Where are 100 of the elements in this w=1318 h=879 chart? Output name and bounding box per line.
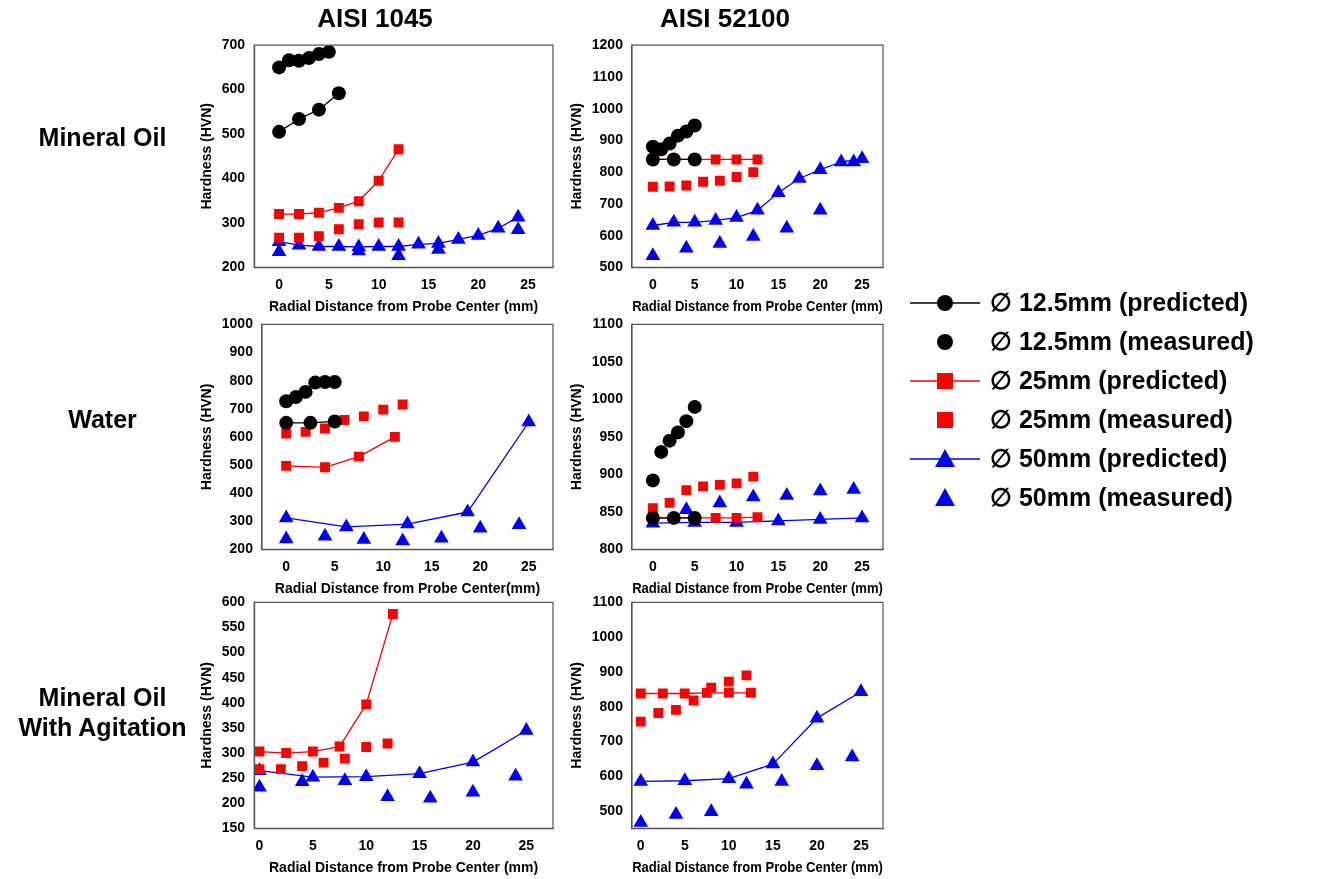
point [645,473,660,488]
point [833,153,849,167]
point [356,531,372,544]
point [671,704,681,715]
x-tick-label: 10 [728,275,745,292]
y-tick-label: 400 [229,484,254,501]
point [721,770,737,783]
point [677,772,693,786]
point [678,501,694,514]
x-tick-label: 15 [770,275,787,292]
point [812,201,828,215]
y-tick-label: 700 [599,194,624,211]
point [274,209,285,220]
point [645,247,661,260]
point [687,399,702,414]
x-tick-label: 20 [472,557,489,574]
point [678,239,694,253]
y-tick-label: 300 [221,213,246,230]
y-tick-label: 700 [221,36,246,53]
y-tick-label: 500 [221,124,246,141]
point [653,708,664,718]
point [389,431,400,442]
legend-label: ∅ 25mm (measured) [990,405,1233,434]
point [635,716,646,727]
x-tick-label: 0 [648,557,657,574]
point [510,208,526,222]
point [812,510,828,524]
point [645,217,661,230]
point [633,813,649,827]
point [774,772,790,786]
point [281,460,292,471]
point [331,238,347,251]
x-axis-title: Radial Distance from Probe Center (mm) [268,298,539,315]
y-tick-label: 900 [599,662,624,679]
x-tick-label: 20 [812,275,829,292]
point [779,219,795,233]
y-axis-title: Hardness (HVN) [568,103,585,210]
legend-label: ∅ 25mm (predicted) [990,366,1228,395]
point [291,111,306,126]
y-tick-label: 350 [221,718,246,735]
y-tick-label: 200 [229,540,254,557]
y-axis-title: Hardness (HVN) [198,103,215,210]
x-tick-label: 0 [636,836,645,853]
point [698,481,709,492]
point [687,213,703,227]
x-tick-label: 10 [721,836,737,853]
point [752,512,763,523]
point [393,144,404,155]
point [714,175,725,186]
point [664,181,675,192]
point [393,217,404,228]
point [710,154,721,165]
y-tick-label: 1000 [591,99,624,116]
point [294,209,304,220]
x-tick-label: 20 [809,836,825,853]
legend-label: ∅ 50mm (predicted) [990,444,1228,473]
x-tick-label: 25 [854,557,871,574]
point [745,228,761,241]
x-tick-label: 25 [518,836,535,853]
y-tick-label: 900 [229,343,254,360]
point [750,201,765,215]
legend-label: ∅ 50mm (measured) [990,483,1233,512]
point [298,384,313,399]
y-axis-title: Hardness (HVN) [568,383,585,491]
y-tick-label: 900 [599,131,624,148]
x-tick-label: 0 [648,275,657,292]
point [809,757,825,771]
chart-title: AISI 52100 [659,2,791,33]
point [434,529,449,543]
x-axis-title: Radial Distance from Probe Center(mm) [274,580,541,597]
x-tick-label: 15 [770,557,787,574]
point [510,221,526,234]
point [668,805,684,819]
y-tick-label: 250 [221,769,246,786]
chart-title: AISI 1045 [317,2,433,33]
point [278,509,294,523]
point [681,180,692,191]
y-tick-label: 1100 [592,315,624,332]
x-tick-label: 5 [680,836,689,853]
point [470,226,486,240]
legend-label: ∅ 12.5mm (predicted) [990,288,1249,317]
y-tick-label: 800 [599,697,624,714]
point [358,411,369,422]
x-tick-label: 5 [330,557,339,574]
x-tick-label: 15 [411,836,428,853]
point [731,171,742,182]
point [701,687,712,698]
y-tick-label: 600 [229,427,254,444]
point [320,462,330,473]
point [333,224,344,235]
point [779,486,795,500]
point [647,181,658,192]
y-tick-label: 1000 [591,628,624,645]
point [670,425,685,440]
point [731,512,742,523]
y-tick-label: 1200 [591,36,624,53]
y-tick-label: 450 [221,668,246,685]
x-tick-label: 15 [423,557,440,574]
x-tick-label: 20 [465,836,481,853]
point [371,238,387,251]
